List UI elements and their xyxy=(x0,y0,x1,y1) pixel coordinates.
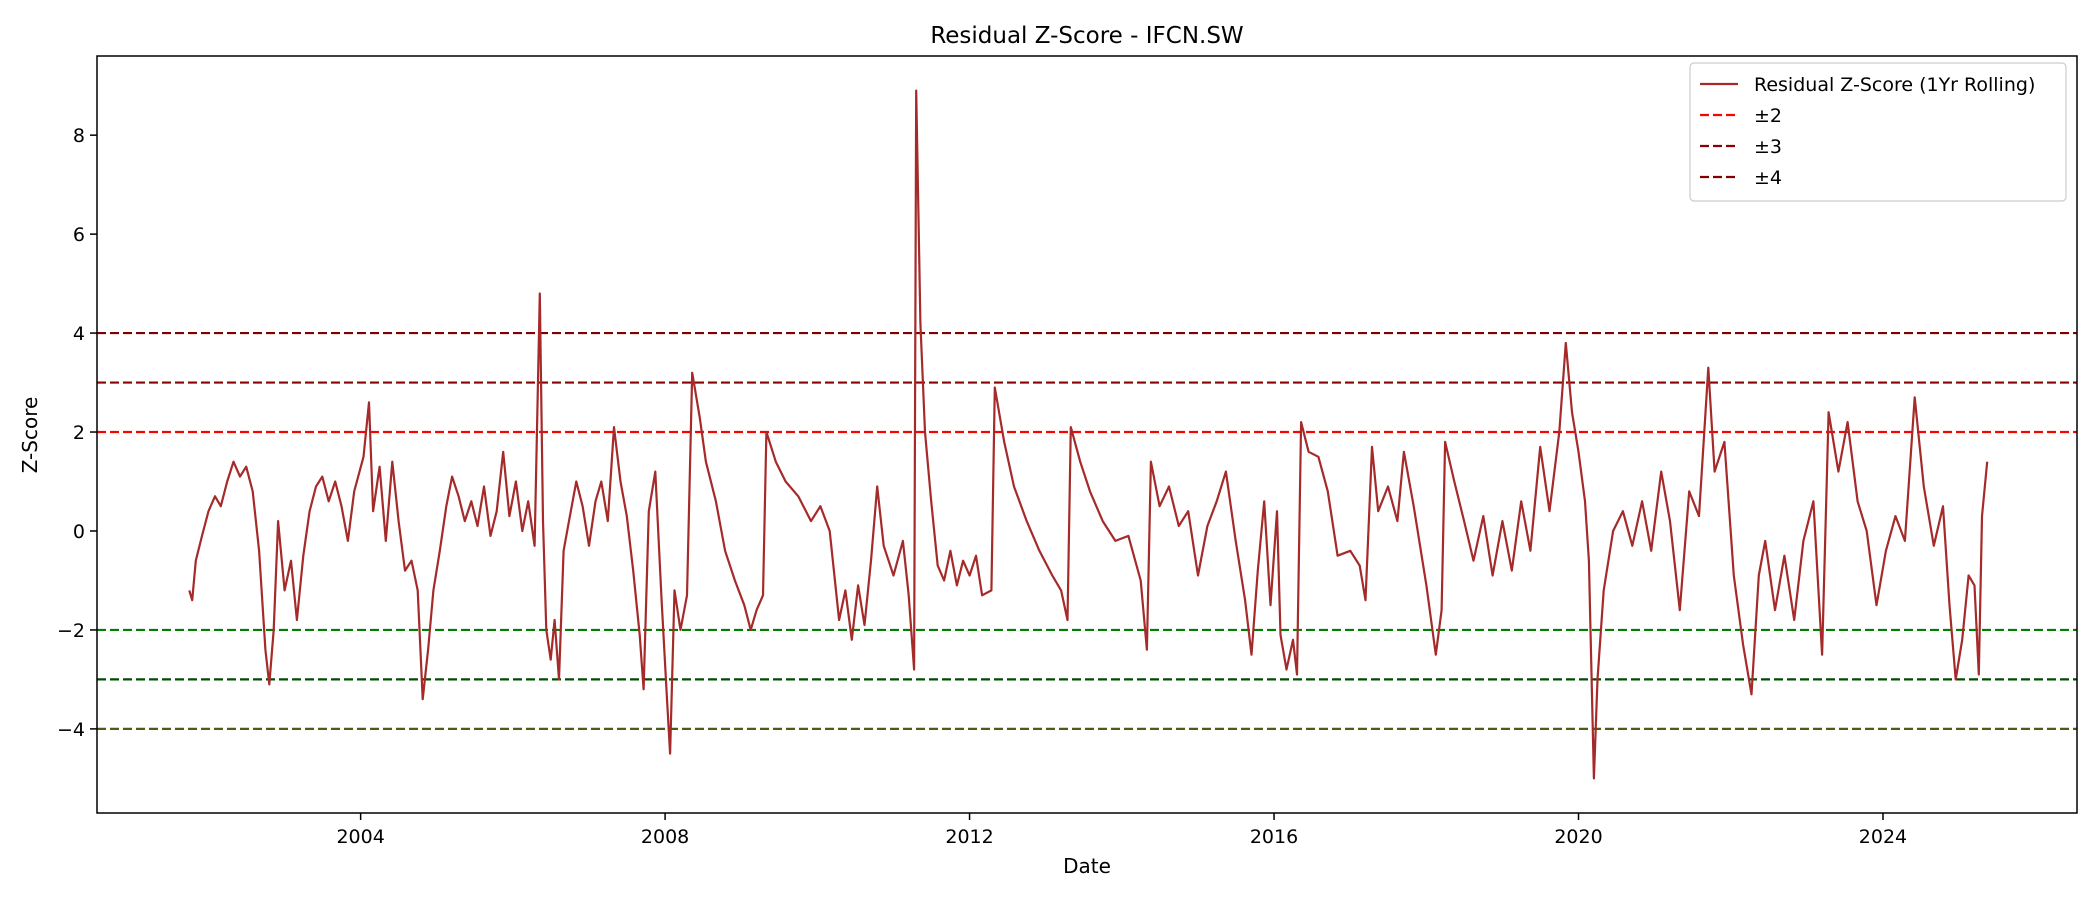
legend-label: ±4 xyxy=(1754,167,1782,189)
legend-box xyxy=(1689,62,2067,202)
legend-label: Residual Z-Score (1Yr Rolling) xyxy=(1754,74,2035,96)
y-tick-label: −4 xyxy=(57,719,85,741)
y-tick-label: 4 xyxy=(73,323,85,345)
y-tick-label: −2 xyxy=(57,620,85,642)
reference-lines xyxy=(97,331,2077,730)
legend-label: ±3 xyxy=(1754,136,1782,158)
y-axis-label: Z-Score xyxy=(18,397,42,474)
y-tick-label: 0 xyxy=(73,521,85,543)
x-axis: 2004 2008 2012 2016 2020 2024 xyxy=(336,813,1907,848)
y-tick-label: 8 xyxy=(73,125,85,147)
x-tick-label: 2024 xyxy=(1859,826,1907,848)
x-tick-label: 2020 xyxy=(1554,826,1602,848)
x-tick-label: 2008 xyxy=(641,826,689,848)
x-tick-label: 2016 xyxy=(1250,826,1298,848)
chart-title: Residual Z-Score - IFCN.SW xyxy=(930,23,1243,49)
series-layer xyxy=(188,89,1989,780)
x-tick-label: 2012 xyxy=(945,826,993,848)
y-axis: −4 −2 0 2 4 6 8 xyxy=(57,125,97,741)
y-tick-label: 6 xyxy=(73,224,85,246)
x-tick-label: 2004 xyxy=(336,826,384,848)
x-axis-label: Date xyxy=(1063,854,1111,878)
y-tick-label: 2 xyxy=(73,422,85,444)
series-line xyxy=(188,89,1989,780)
legend: Residual Z-Score (1Yr Rolling) ±2 ±3 ±4 xyxy=(1689,62,2067,202)
plot-frame xyxy=(96,55,2078,814)
legend-label: ±2 xyxy=(1754,105,1782,127)
